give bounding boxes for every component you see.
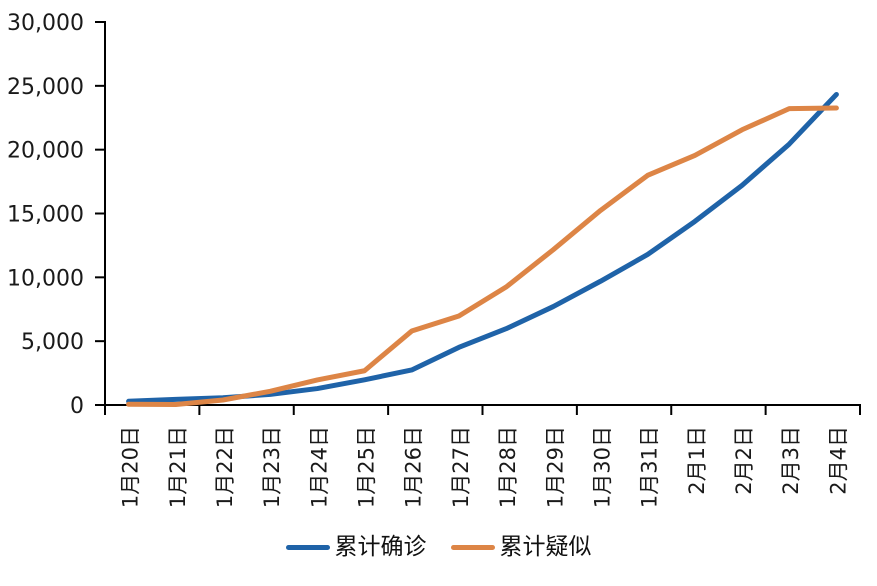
- x-axis-tick-label: 1月21日: [166, 426, 190, 508]
- x-axis-tick-label: 1月26日: [402, 426, 426, 508]
- x-axis-tick-label: 2月3日: [779, 426, 803, 495]
- y-axis-tick-label: 25,000: [7, 75, 84, 100]
- legend-line-suspected-icon: [450, 545, 495, 550]
- legend-label-confirmed: 累计确诊: [334, 534, 427, 560]
- x-axis-tick-label: 2月2日: [732, 426, 756, 495]
- series-line-0: [126, 91, 839, 404]
- x-axis-tick-label: 1月31日: [638, 426, 662, 508]
- x-axis-tick-label: 1月20日: [119, 426, 143, 508]
- legend-line-confirmed-icon: [285, 545, 330, 550]
- legend-item-suspected: 累计疑似: [450, 534, 592, 560]
- x-axis-tick-label: 1月27日: [449, 426, 473, 508]
- legend-label-suspected: 累计疑似: [499, 534, 592, 560]
- x-axis-tick-label: 1月28日: [496, 426, 520, 508]
- y-axis-tick-label: 30,000: [7, 11, 84, 36]
- plot-area: 0 5,000 10,000 15,000 20,000 25,000 30,000 1月20…: [7, 11, 861, 508]
- y-axis-tick-label: 10,000: [7, 266, 84, 291]
- x-axis-tick-label: 1月29日: [543, 426, 567, 508]
- x-axis-tick-label: 1月25日: [355, 426, 379, 508]
- y-axis-tick-label: 5,000: [21, 330, 84, 355]
- x-axis-tick-label: 1月23日: [260, 426, 284, 508]
- x-axis-tick-label: 1月22日: [213, 426, 237, 508]
- y-axis-tick-label: 0: [70, 394, 84, 419]
- x-axis-tick-label: 1月30日: [590, 426, 614, 508]
- series-line-1: [126, 105, 839, 408]
- legend-item-confirmed: 累计确诊: [285, 534, 427, 560]
- x-axis-tick-label: 2月4日: [826, 426, 850, 495]
- x-axis-tick-label: 1月24日: [307, 426, 331, 508]
- chart-legend: 累计确诊 累计疑似: [0, 536, 877, 559]
- y-axis-tick-label: 15,000: [7, 203, 84, 228]
- x-axis-tick-label: 2月1日: [685, 426, 709, 495]
- y-axis-tick-label: 20,000: [7, 139, 84, 164]
